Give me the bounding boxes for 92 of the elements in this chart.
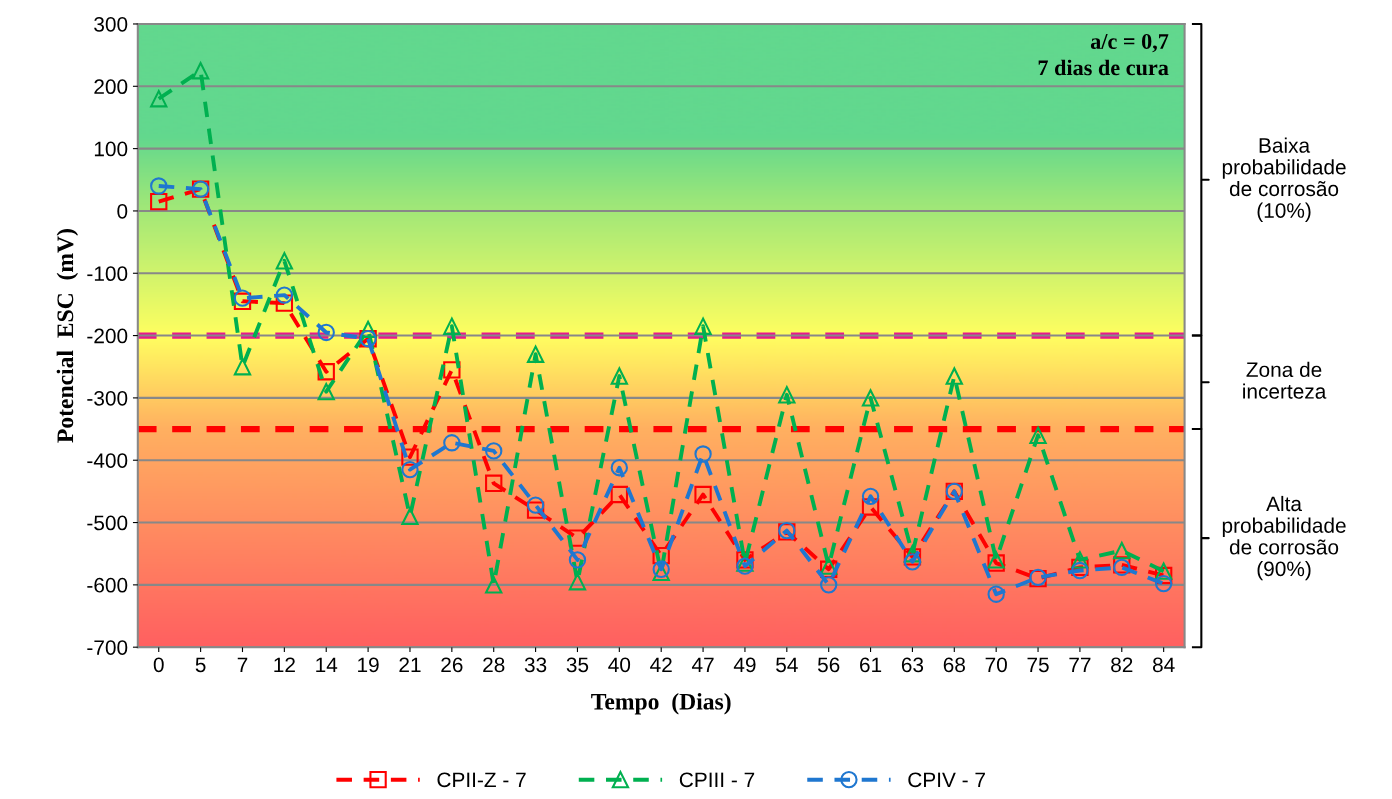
x-tick-label: 0 (153, 657, 164, 673)
point (359, 320, 377, 339)
point (150, 192, 168, 211)
x-tick-label: 63 (901, 657, 924, 673)
y-tick-label: 100 (94, 141, 128, 157)
x-tick-label: 40 (608, 657, 631, 673)
point (275, 286, 294, 304)
y-tick-label: -100 (87, 266, 128, 282)
point (401, 507, 419, 525)
y-tick-label: -700 (87, 640, 128, 655)
point (443, 317, 461, 335)
text: Zona de incerteza (1243, 361, 1327, 399)
point (1071, 551, 1089, 569)
point (150, 90, 168, 108)
point (610, 367, 629, 385)
legend-label: CPIII - 7 (679, 772, 755, 788)
x-tick-label: 49 (733, 657, 756, 673)
x-tick-label: 33 (524, 657, 547, 673)
x-tick-label: 70 (985, 657, 1007, 673)
x-tick-label: 75 (1027, 657, 1049, 673)
point (233, 358, 252, 376)
point (150, 177, 168, 195)
point (526, 501, 545, 519)
x-tick-label: 84 (1152, 657, 1175, 673)
point (317, 363, 335, 381)
x-axis-title: Tempo (Dias) (591, 693, 731, 715)
x-tick-label: 61 (860, 657, 882, 673)
text: Alta probabilidade de corrosão (90%) (1222, 495, 1346, 581)
y-tick-label: -500 (87, 515, 128, 531)
point (1154, 562, 1173, 580)
point (485, 576, 503, 594)
point (443, 361, 461, 379)
legend-label: CPII-Z - 7 (437, 772, 526, 788)
point (861, 487, 880, 506)
x-tick-label: 54 (776, 657, 798, 673)
point (987, 585, 1005, 603)
x-tick-label: 68 (943, 657, 965, 673)
point (485, 442, 503, 460)
text: Baixa probabilidade de corrosão (10%) (1222, 137, 1346, 222)
x-tick-label: 42 (650, 657, 672, 673)
point (401, 460, 419, 479)
point (568, 573, 587, 591)
point (778, 386, 796, 404)
point (610, 485, 629, 504)
point (861, 498, 880, 516)
x-tick-label: 21 (399, 657, 421, 673)
y-tick-label: -400 (87, 453, 128, 468)
x-tick-label: 26 (441, 657, 463, 673)
x-tick-label: 77 (1069, 657, 1091, 673)
point (191, 62, 210, 80)
point (610, 459, 629, 477)
x-tick-label: 47 (691, 657, 714, 673)
point (1154, 574, 1173, 593)
x-tick-label: 7 (237, 657, 248, 673)
point (861, 389, 880, 407)
x-tick-label: 5 (195, 657, 206, 673)
x-tick-label: 56 (817, 657, 840, 673)
point (820, 576, 838, 594)
point (694, 485, 712, 504)
x-tick-label: 28 (483, 657, 505, 673)
x-tick-label: 12 (274, 657, 295, 673)
point (903, 553, 922, 571)
x-tick-label: 14 (316, 657, 338, 673)
y-tick-label: -200 (87, 328, 128, 344)
point (694, 445, 712, 463)
y-tick-label: -600 (87, 577, 128, 593)
point (485, 474, 503, 492)
annotation: a/c = 0,7 7 dias de cura (1038, 33, 1169, 76)
point (694, 317, 712, 335)
legend-label: CPIV - 7 (908, 772, 985, 788)
point (568, 551, 587, 569)
point (1154, 566, 1173, 585)
y-tick-label: 300 (94, 16, 128, 32)
point (401, 448, 419, 466)
point (1113, 541, 1131, 560)
point (275, 252, 294, 270)
x-tick-label: 82 (1111, 657, 1133, 673)
point (526, 345, 545, 363)
point (1029, 426, 1047, 444)
point (443, 434, 461, 452)
point (317, 323, 335, 342)
y-tick-label: 0 (117, 203, 128, 219)
point (317, 382, 335, 401)
point (945, 367, 963, 385)
y-tick-label: 200 (94, 79, 128, 95)
point (526, 496, 545, 514)
point (652, 546, 670, 565)
x-tick-label: 35 (566, 657, 589, 673)
y-tick-label: -300 (87, 390, 128, 406)
point (652, 560, 670, 578)
x-tick-label: 19 (358, 657, 379, 673)
y-axis-title: Potencial ESC (mV) (56, 229, 79, 443)
